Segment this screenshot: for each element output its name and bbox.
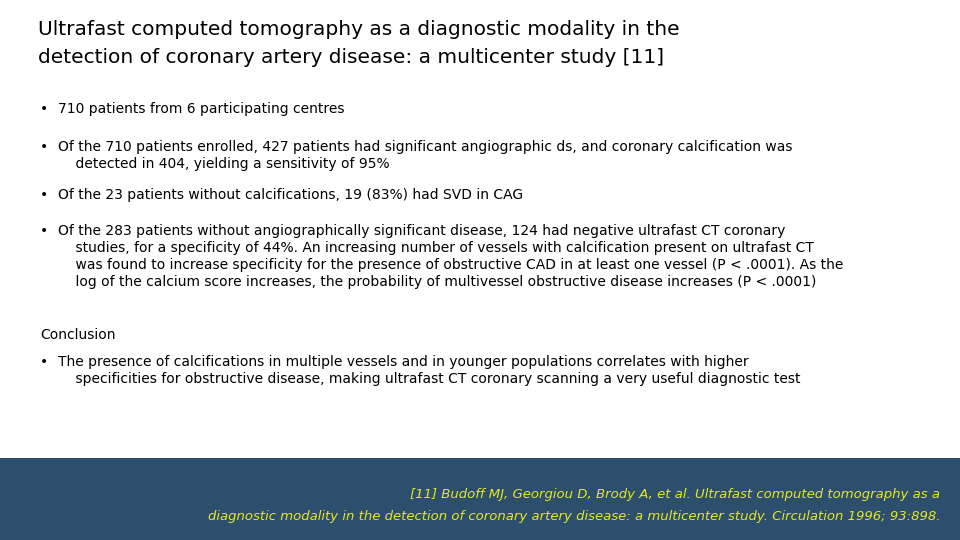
Text: Of the 710 patients enrolled, 427 patients had significant angiographic ds, and : Of the 710 patients enrolled, 427 patien… [58, 140, 793, 154]
Bar [0, 458, 960, 540]
Text: •: • [40, 140, 48, 154]
Text: diagnostic modality in the detection of coronary artery disease: a multicenter s: diagnostic modality in the detection of … [207, 510, 940, 523]
Text: specificities for obstructive disease, making ultrafast CT coronary scanning a v: specificities for obstructive disease, m… [58, 372, 801, 386]
Text: Of the 23 patients without calcifications, 19 (83%) had SVD in CAG: Of the 23 patients without calcification… [58, 188, 523, 202]
Text: •: • [40, 188, 48, 202]
Text: Of the 283 patients without angiographically significant disease, 124 had negati: Of the 283 patients without angiographic… [58, 224, 785, 238]
Text: log of the calcium score increases, the probability of multivessel obstructive d: log of the calcium score increases, the … [58, 275, 816, 289]
Text: studies, for a specificity of 44%. An increasing number of vessels with calcific: studies, for a specificity of 44%. An in… [58, 241, 814, 255]
Text: 710 patients from 6 participating centres: 710 patients from 6 participating centre… [58, 102, 345, 116]
Text: The presence of calcifications in multiple vessels and in younger populations co: The presence of calcifications in multip… [58, 355, 749, 369]
Text: •: • [40, 102, 48, 116]
Text: •: • [40, 355, 48, 369]
Text: Ultrafast computed tomography as a diagnostic modality in the: Ultrafast computed tomography as a diagn… [38, 20, 680, 39]
Text: detection of coronary artery disease: a multicenter study [11]: detection of coronary artery disease: a … [38, 48, 664, 67]
Text: Conclusion: Conclusion [40, 328, 115, 342]
Text: was found to increase specificity for the presence of obstructive CAD in at leas: was found to increase specificity for th… [58, 258, 844, 272]
Text: [11] Budoff MJ, Georgiou D, Brody A, et al. Ultrafast computed tomography as a: [11] Budoff MJ, Georgiou D, Brody A, et … [410, 488, 940, 501]
Text: •: • [40, 224, 48, 238]
Text: detected in 404, yielding a sensitivity of 95%: detected in 404, yielding a sensitivity … [58, 157, 390, 171]
